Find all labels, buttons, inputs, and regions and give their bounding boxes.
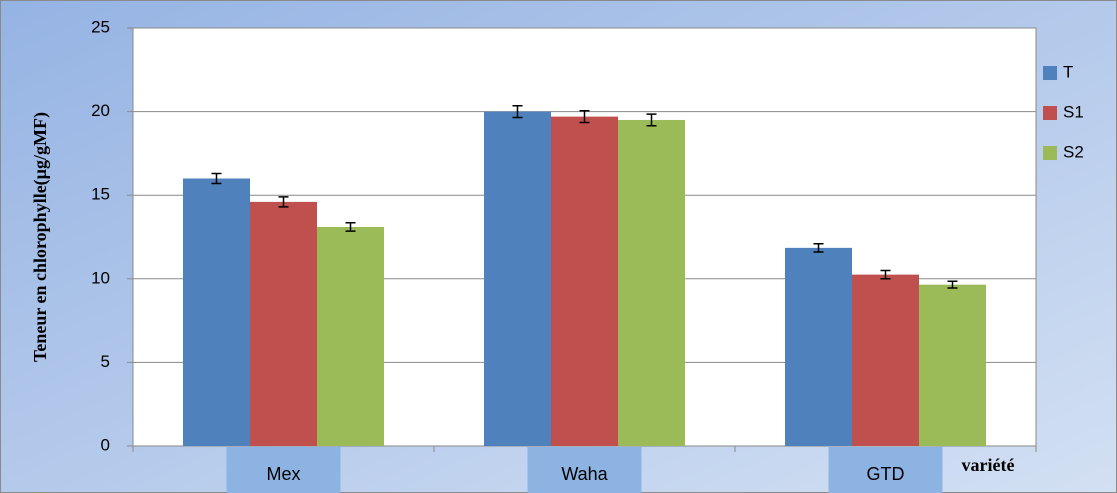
y-tick-label: 20 <box>91 101 110 120</box>
bar <box>785 247 852 446</box>
error-bar <box>880 269 891 280</box>
y-tick-label: 15 <box>91 185 110 204</box>
y-tick-label: 0 <box>101 435 110 454</box>
error-bar <box>646 113 657 127</box>
error-bar <box>211 172 222 185</box>
error-bar <box>345 222 356 232</box>
y-axis-title: Teneur en chlorophylle(µg/gMF) <box>30 112 51 362</box>
legend-label: S1 <box>1063 102 1084 121</box>
bar <box>484 111 551 446</box>
legend-swatch <box>1043 146 1057 160</box>
legend-swatch <box>1043 66 1057 80</box>
bar <box>919 284 986 446</box>
category-box <box>527 447 642 493</box>
bar <box>551 116 618 446</box>
bar <box>317 226 384 446</box>
error-bar <box>278 196 289 208</box>
y-tick-label: 25 <box>91 17 110 36</box>
x-tick-label: GTD <box>867 464 905 484</box>
bar <box>852 274 919 446</box>
x-tick-label: Mex <box>266 464 300 484</box>
error-bar <box>579 110 590 124</box>
y-tick-label: 10 <box>91 268 110 287</box>
bar <box>618 119 685 447</box>
error-bar <box>813 242 824 253</box>
legend-label: T <box>1063 62 1073 81</box>
bar <box>183 178 250 447</box>
legend-label: S2 <box>1063 142 1084 161</box>
category-box <box>828 447 943 493</box>
x-tick-label: Waha <box>561 464 608 484</box>
y-tick-label: 5 <box>101 352 110 371</box>
x-axis-title: variété <box>962 455 1015 475</box>
error-bar <box>512 104 523 119</box>
category-box <box>226 447 341 493</box>
legend-swatch <box>1043 106 1057 120</box>
bar <box>250 201 317 446</box>
error-bar <box>947 280 958 289</box>
